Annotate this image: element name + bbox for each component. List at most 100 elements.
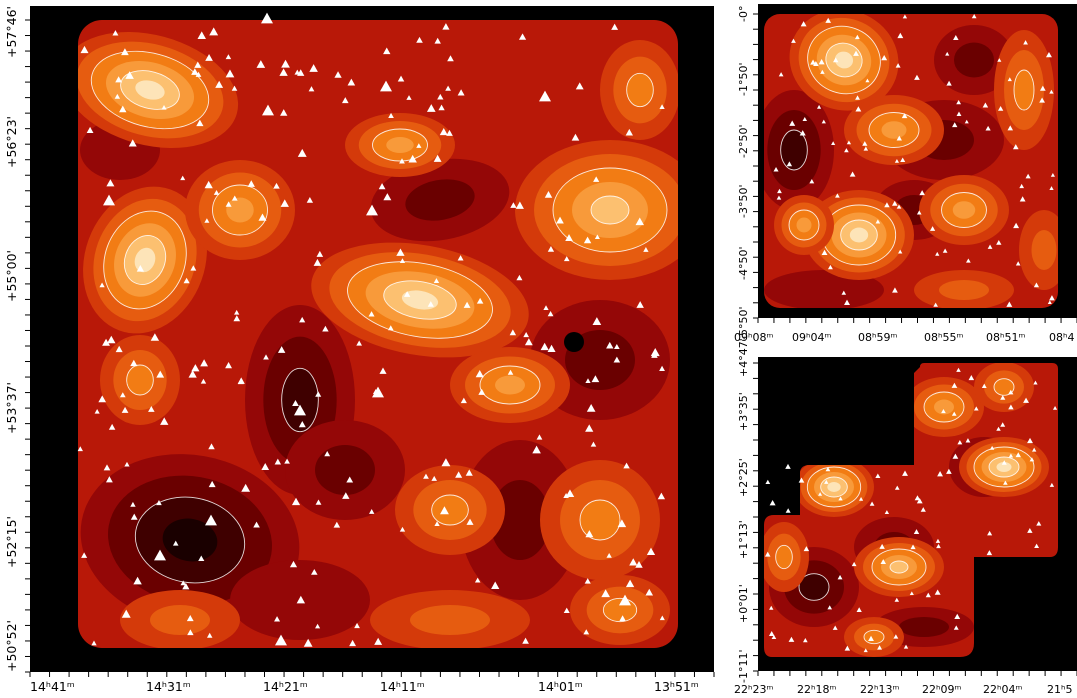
source-marker (1003, 480, 1008, 485)
source-marker (433, 278, 440, 283)
source-marker (188, 370, 197, 378)
source-marker (798, 477, 805, 483)
contour-line (993, 378, 1015, 396)
source-marker (124, 461, 130, 467)
source-marker (439, 127, 448, 136)
source-marker (247, 180, 255, 187)
source-marker (903, 644, 909, 649)
source-marker (954, 613, 961, 619)
source-marker (827, 264, 833, 270)
source-marker (205, 514, 217, 526)
source-marker (809, 179, 815, 184)
source-marker (434, 521, 440, 526)
source-marker (619, 615, 626, 622)
source-marker (831, 141, 836, 146)
source-marker (215, 80, 224, 88)
source-marker (1034, 543, 1040, 549)
source-marker (635, 217, 645, 226)
source-marker (773, 167, 779, 172)
source-marker (114, 93, 121, 99)
x-tick-label: 22ʰ04ᵐ (983, 683, 1023, 696)
x-tick-label: 22ʰ18ᵐ (797, 683, 837, 696)
source-marker (112, 30, 119, 36)
source-marker (463, 301, 471, 308)
density-contour-region (899, 617, 949, 637)
y-tick-label: +0°01' (737, 584, 750, 623)
source-marker (586, 403, 596, 412)
source-marker (204, 218, 210, 223)
source-marker (1023, 40, 1028, 45)
density-map-top-right: 09ʰ08ᵐ 09ʰ04ᵐ 08ʰ59ᵐ 08ʰ55ᵐ 08ʰ51ᵐ 08ʰ4 … (724, 0, 1077, 345)
contour-line (825, 42, 863, 78)
source-marker (946, 468, 952, 474)
y-tick-label: -1°11' (737, 649, 750, 684)
source-marker (913, 529, 920, 535)
source-marker (440, 506, 449, 515)
source-marker (920, 507, 926, 512)
source-marker (803, 638, 808, 643)
source-marker (433, 154, 442, 162)
source-marker (154, 549, 166, 561)
x-tick-label: 08ʰ4 (1049, 331, 1075, 344)
axis-ticks (753, 13, 1077, 323)
source-marker (1008, 404, 1014, 410)
source-marker (180, 175, 186, 181)
source-marker (855, 95, 860, 100)
source-marker (427, 301, 434, 307)
source-marker (854, 34, 860, 40)
source-marker (914, 495, 921, 501)
source-marker (935, 538, 941, 543)
source-marker (585, 530, 594, 538)
source-marker (94, 408, 100, 414)
source-marker (133, 576, 142, 585)
source-marker (771, 634, 777, 639)
contour-line (626, 72, 654, 108)
source-marker (835, 193, 840, 198)
source-marker (635, 561, 643, 568)
source-marker (583, 236, 592, 244)
contour-line (552, 167, 668, 253)
y-tick-label: +56°23' (4, 116, 19, 168)
axis-ticks (753, 362, 1077, 676)
source-marker (205, 54, 213, 61)
source-marker (121, 406, 129, 413)
source-marker (532, 445, 541, 454)
source-marker (516, 274, 523, 281)
source-marker (910, 544, 916, 550)
source-marker (929, 226, 936, 231)
source-marker (884, 510, 890, 515)
source-marker (524, 338, 533, 346)
density-contour-region (849, 227, 869, 243)
source-marker (791, 38, 796, 43)
source-marker (544, 191, 553, 198)
source-marker (765, 479, 771, 485)
source-marker (1001, 460, 1007, 465)
source-marker (262, 104, 274, 116)
density-map-main: 14ʰ41ᵐ 14ʰ31ᵐ 14ʰ21ᵐ 14ʰ11ᵐ 14ʰ01ᵐ 13ʰ51… (4, 6, 715, 694)
y-tick-label: +2°25' (737, 458, 750, 497)
source-marker (397, 75, 405, 82)
source-marker (951, 382, 958, 388)
source-marker (646, 547, 656, 556)
density-contour-region (934, 399, 954, 415)
source-marker (191, 68, 199, 75)
source-marker (374, 637, 383, 645)
source-marker (274, 616, 281, 622)
source-marker (1047, 300, 1052, 305)
source-marker (636, 301, 644, 308)
source-marker (366, 204, 378, 216)
contour-line (479, 365, 541, 405)
source-marker (556, 216, 564, 224)
source-marker (356, 340, 363, 346)
source-marker (659, 104, 665, 110)
x-tick-label: 22ʰ23ᵐ (734, 683, 774, 696)
source-marker (592, 317, 602, 326)
contour-line (775, 544, 793, 570)
source-marker (1027, 437, 1033, 444)
source-marker (547, 310, 554, 317)
source-marker (606, 341, 614, 349)
source-marker (315, 391, 322, 397)
contour-line (780, 129, 808, 171)
contour-line (973, 446, 1035, 488)
y-tick-label: -5°50' (737, 306, 750, 341)
